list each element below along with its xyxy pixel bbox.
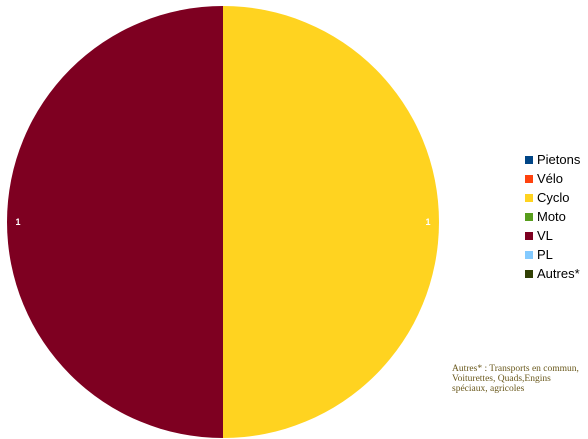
pie-slice-vl xyxy=(7,6,223,438)
legend-label: Vélo xyxy=(537,171,564,186)
chart-legend: Pietons Vélo Cyclo Moto VL PL Autres* xyxy=(525,150,580,283)
pie-slice-cyclo xyxy=(223,6,439,438)
legend-label: PL xyxy=(537,247,553,262)
data-label-cyclo: 1 xyxy=(425,217,430,227)
pie-data-labels: 11 xyxy=(15,217,430,227)
legend-item-vl: VL xyxy=(525,226,580,245)
legend-label: Pietons xyxy=(537,152,581,167)
chart-footnote: Autres* : Transports en commun, Voituret… xyxy=(452,364,579,394)
legend-item-v-lo: Vélo xyxy=(525,169,580,188)
legend-swatch xyxy=(525,212,533,221)
legend-swatch xyxy=(525,174,533,183)
legend-swatch xyxy=(525,231,533,240)
legend-item-moto: Moto xyxy=(525,207,580,226)
legend-swatch xyxy=(525,250,533,259)
legend-item-pietons: Pietons xyxy=(525,150,580,169)
pie-slices xyxy=(7,6,439,438)
legend-swatch xyxy=(525,269,533,278)
legend-item-pl: PL xyxy=(525,245,580,264)
legend-item-cyclo: Cyclo xyxy=(525,188,580,207)
data-label-vl: 1 xyxy=(15,217,20,227)
legend-label: VL xyxy=(537,228,553,243)
legend-swatch xyxy=(525,155,533,164)
legend-swatch xyxy=(525,193,533,202)
legend-label: Cyclo xyxy=(537,190,570,205)
legend-label: Autres* xyxy=(537,266,580,281)
legend-item-autres: Autres* xyxy=(525,264,580,283)
legend-label: Moto xyxy=(537,209,566,224)
